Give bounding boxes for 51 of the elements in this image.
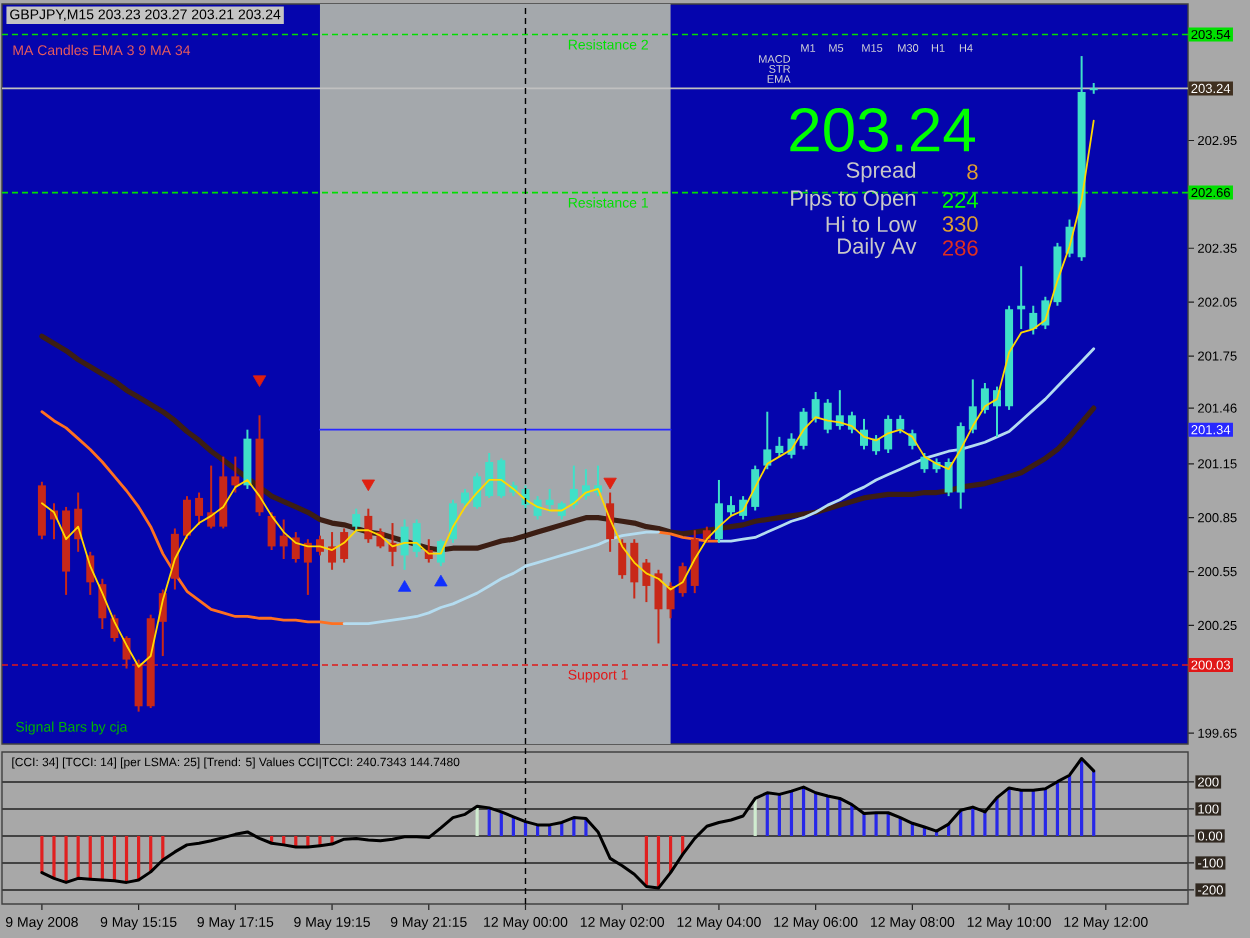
candlestick — [352, 507, 361, 534]
candlestick — [727, 495, 736, 517]
annotation: Daily Av — [838, 237, 917, 259]
point — [434, 574, 448, 587]
candlestick — [412, 518, 421, 559]
annotation: 8 — [967, 164, 978, 180]
candlestick — [630, 538, 639, 600]
candlestick — [182, 495, 191, 541]
candlestick — [799, 407, 808, 451]
candlestick — [485, 452, 494, 499]
candlestick — [291, 531, 300, 564]
annotation: Hi to Low — [826, 215, 917, 233]
annotation: 224 — [942, 192, 978, 208]
point — [361, 479, 375, 492]
candlestick — [267, 511, 276, 552]
candlestick — [823, 398, 832, 435]
annotation: Pips to Open — [791, 189, 916, 211]
candlestick — [654, 568, 663, 645]
candlestick — [690, 529, 699, 595]
candlestick — [1029, 304, 1038, 336]
candlestick — [968, 378, 977, 435]
candlestick — [811, 390, 820, 424]
candlestick — [340, 527, 349, 564]
candlestick — [944, 457, 953, 498]
candlestick — [980, 381, 989, 415]
candlestick — [763, 410, 772, 471]
candlestick — [400, 518, 409, 571]
candlestick — [134, 658, 143, 713]
candlestick — [279, 518, 288, 560]
annotation: 286 — [942, 240, 978, 256]
annotation: 330 — [942, 216, 978, 232]
annotation: Spread — [846, 161, 916, 183]
point — [397, 580, 412, 592]
candlestick — [473, 471, 482, 510]
candlestick — [328, 531, 337, 571]
candlestick — [497, 457, 506, 499]
candlestick — [231, 455, 240, 494]
candlestick — [303, 538, 312, 596]
candlestick — [775, 435, 784, 458]
candlestick — [364, 507, 373, 544]
point — [603, 477, 617, 490]
candlestick — [545, 487, 554, 514]
candlestick — [195, 491, 204, 526]
candlestick — [751, 464, 760, 512]
candlestick — [920, 452, 929, 474]
candlestick — [884, 414, 893, 455]
point — [252, 375, 267, 387]
candlestick — [714, 478, 723, 544]
annotation: 203.24 — [790, 108, 975, 152]
candlestick — [243, 428, 252, 490]
candlestick — [618, 538, 627, 580]
